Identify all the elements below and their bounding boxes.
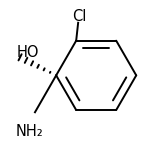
Text: Cl: Cl bbox=[72, 9, 86, 24]
Text: HO: HO bbox=[16, 45, 39, 60]
Text: NH₂: NH₂ bbox=[16, 124, 43, 139]
